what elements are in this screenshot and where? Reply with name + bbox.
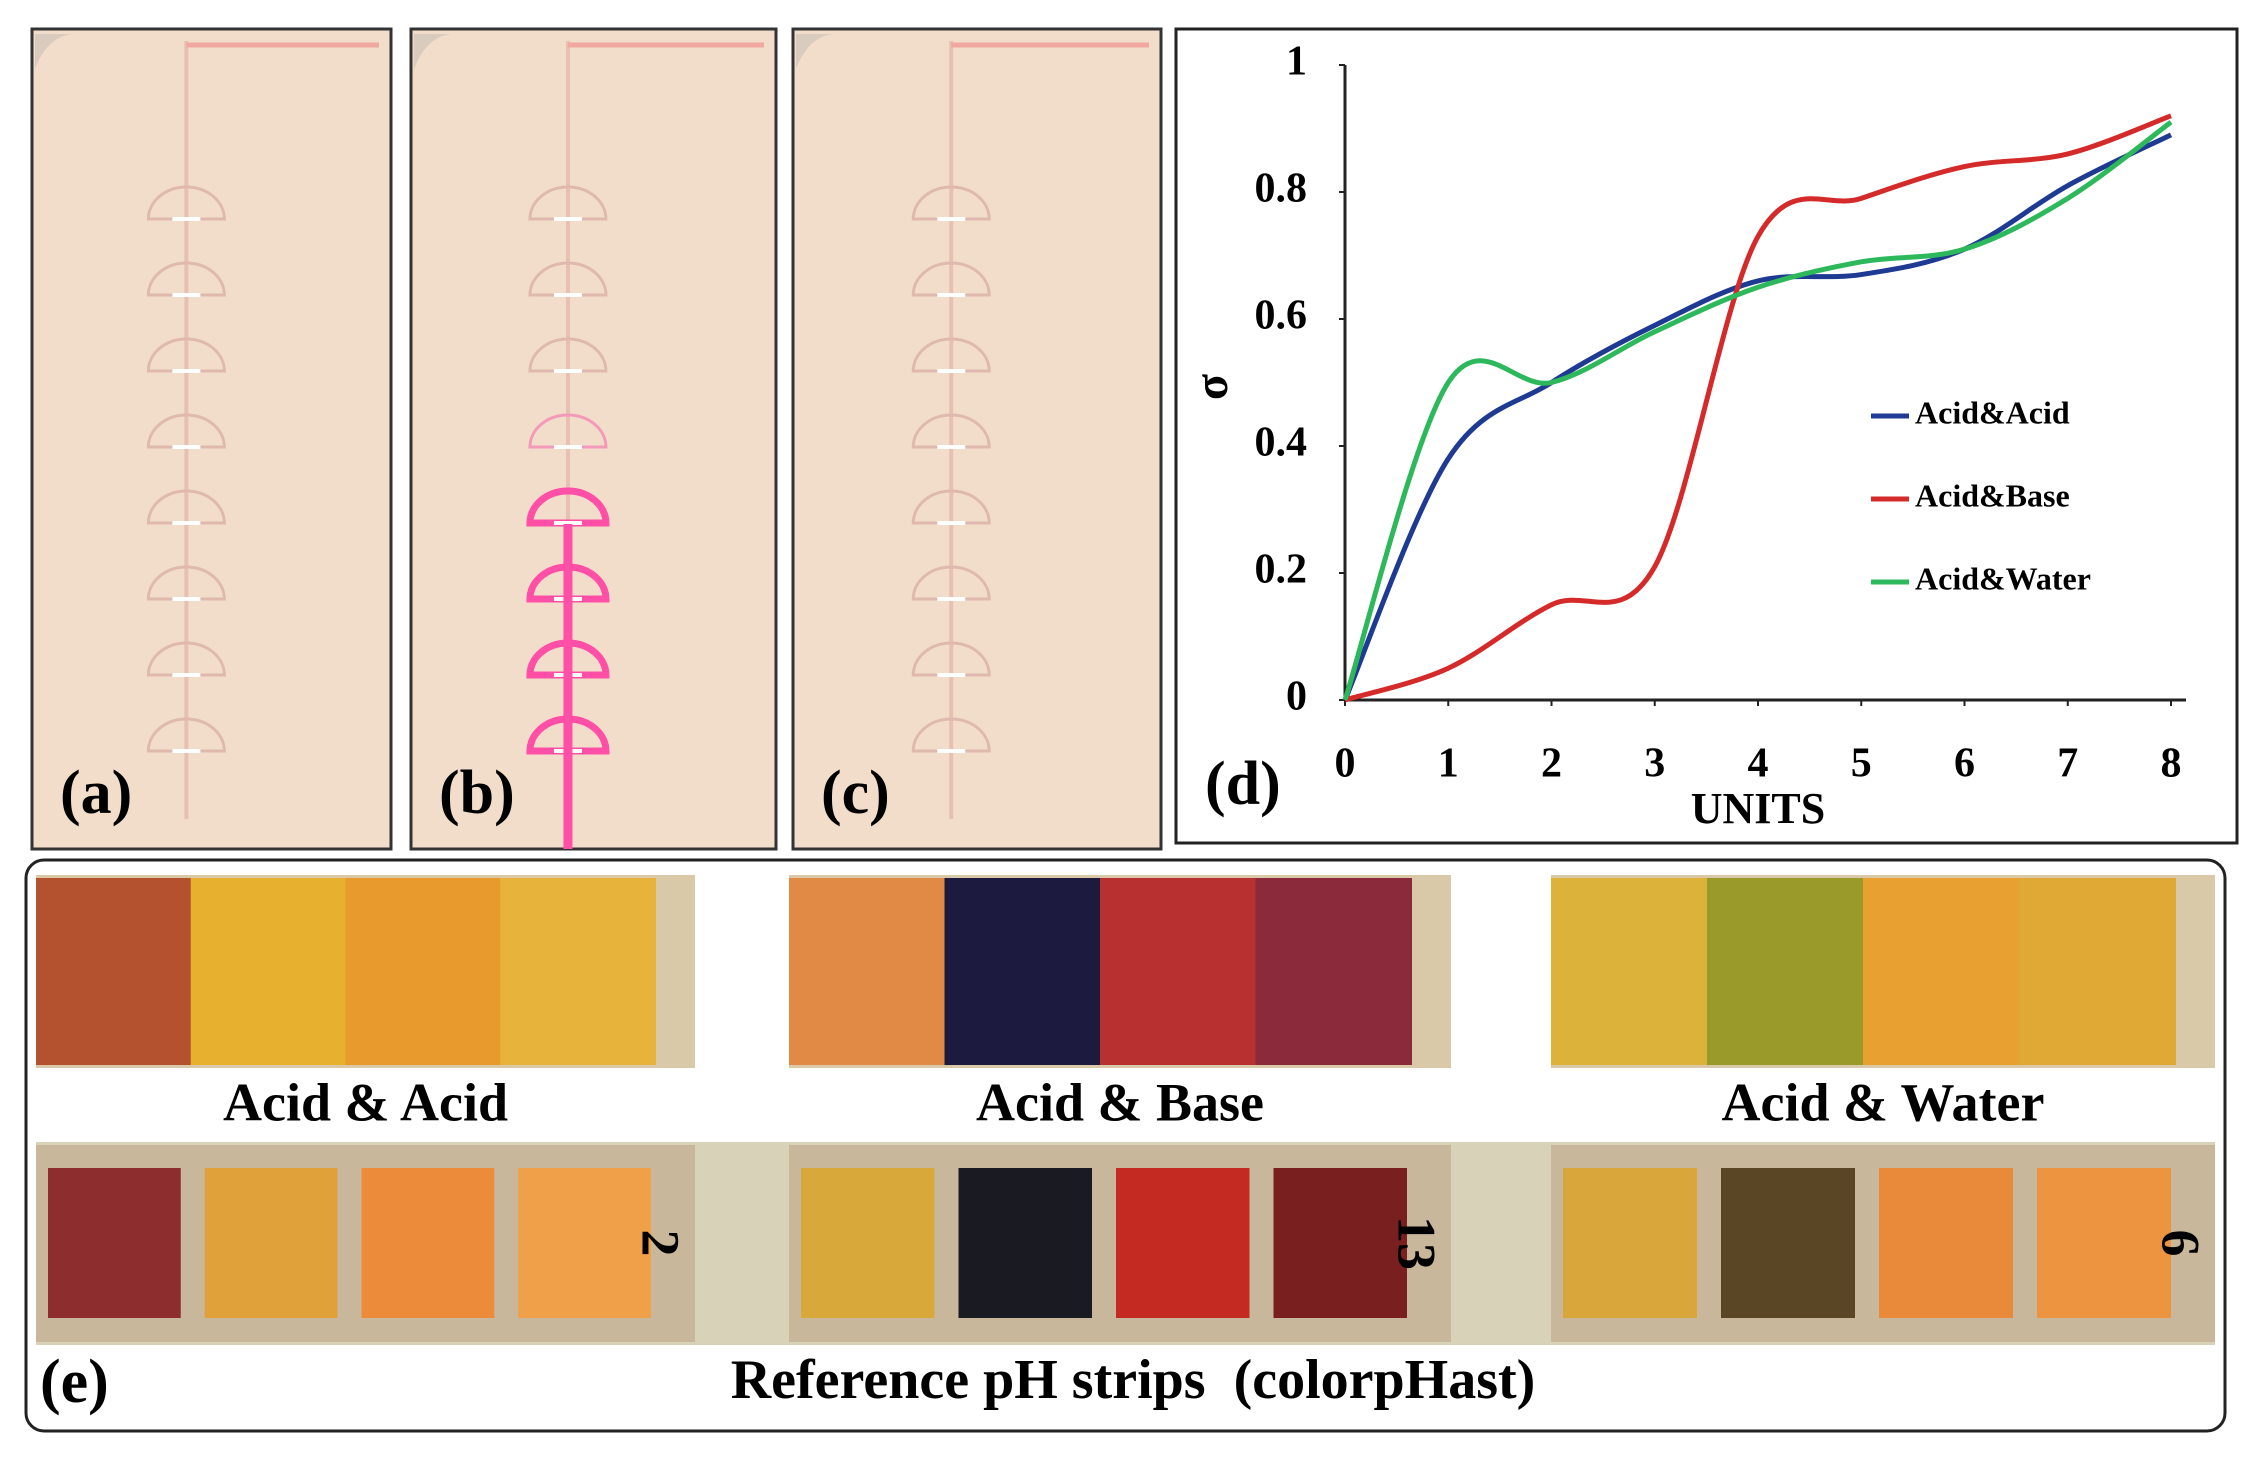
y-tick-label: 0.6 xyxy=(1255,293,1308,339)
x-tick-label: 8 xyxy=(2161,741,2182,787)
ref-number: 13 xyxy=(1387,1216,1447,1270)
ref-pad xyxy=(2037,1168,2171,1318)
photo-shadow xyxy=(35,34,72,69)
ref-pad xyxy=(1273,1168,1407,1318)
x-tick-label: 7 xyxy=(2057,741,2078,787)
ref-pad xyxy=(518,1168,651,1318)
cell xyxy=(146,185,226,221)
ref-pad xyxy=(1879,1168,2013,1318)
cell xyxy=(146,413,226,449)
y-tick-label: 0 xyxy=(1286,674,1307,720)
y-tick-label: 0.4 xyxy=(1255,420,1308,466)
cell xyxy=(146,717,226,753)
cell xyxy=(911,413,991,449)
strip-pad xyxy=(36,878,192,1065)
ref-pad xyxy=(801,1168,935,1318)
x-tick-label: 5 xyxy=(1851,741,1872,787)
series-line xyxy=(1344,113,2172,703)
y-tick-label: 0.2 xyxy=(1255,547,1308,593)
legend-label: Acid&Acid xyxy=(1915,394,2070,430)
photo-shadow xyxy=(414,34,451,69)
x-axis-label: UNITS xyxy=(1691,784,1826,833)
x-tick-label: 1 xyxy=(1438,741,1459,787)
cell xyxy=(911,261,991,297)
panel-label: (c) xyxy=(821,759,890,827)
cell xyxy=(146,337,226,373)
ref-number: 6 xyxy=(2151,1230,2211,1257)
legend-label: Acid&Water xyxy=(1915,560,2091,596)
strip-pad xyxy=(1863,878,2020,1065)
strip-pad xyxy=(190,878,347,1065)
cell xyxy=(526,487,610,527)
strip-pad xyxy=(345,878,502,1065)
ref-pad xyxy=(1721,1168,1855,1318)
legend-label: Acid&Base xyxy=(1915,477,2070,513)
ref-pad xyxy=(204,1168,338,1318)
strip-pad xyxy=(500,878,656,1065)
panel-label: (e) xyxy=(40,1348,109,1416)
x-tick-label: 6 xyxy=(1954,741,1975,787)
cell xyxy=(911,641,991,677)
strip-pad xyxy=(2019,878,2176,1065)
ref-pad xyxy=(361,1168,495,1318)
strip-name: Acid & Base xyxy=(976,1072,1264,1132)
panel-label: (a) xyxy=(60,759,132,827)
cell xyxy=(528,337,608,373)
cell xyxy=(911,565,991,601)
ref-pad xyxy=(48,1168,181,1318)
cell xyxy=(911,489,991,525)
ref-number: 2 xyxy=(631,1230,691,1257)
strip-pad xyxy=(944,878,1101,1065)
x-tick-label: 4 xyxy=(1748,741,1769,787)
cell xyxy=(911,717,991,753)
cell xyxy=(911,337,991,373)
series-line xyxy=(1342,120,2173,701)
strip-pad xyxy=(1255,878,1412,1065)
ref-pad xyxy=(958,1168,1092,1318)
strip-name: Acid & Acid xyxy=(223,1072,508,1132)
chart-frame xyxy=(1174,27,2239,845)
strip-pad xyxy=(1707,878,1864,1065)
cell xyxy=(528,261,608,297)
photo-shadow xyxy=(796,34,833,69)
ref-pad xyxy=(1563,1168,1697,1318)
y-axis-label: σ xyxy=(1185,374,1238,400)
y-tick-label: 0.8 xyxy=(1255,166,1308,212)
x-tick-label: 0 xyxy=(1335,741,1356,787)
strips-caption: Reference pH strips (colorpHast) xyxy=(731,1349,1536,1411)
x-tick-label: 3 xyxy=(1644,741,1665,787)
chart-label: (d) xyxy=(1205,750,1281,818)
panel-label: (b) xyxy=(439,759,515,827)
strip-pad xyxy=(1100,878,1257,1065)
cell xyxy=(528,185,608,221)
cell xyxy=(146,641,226,677)
strip-pad xyxy=(789,878,946,1065)
ref-pad xyxy=(1116,1168,1250,1318)
photo-panel xyxy=(30,27,393,851)
cell xyxy=(146,565,226,601)
strip-name: Acid & Water xyxy=(1722,1072,2045,1132)
photo-panel xyxy=(409,27,778,851)
strip-pad xyxy=(1551,878,1708,1065)
x-tick-label: 2 xyxy=(1541,741,1562,787)
cell xyxy=(911,185,991,221)
photo-panel xyxy=(791,27,1163,851)
y-tick-label: 1 xyxy=(1286,39,1307,85)
cell xyxy=(528,413,608,449)
cell xyxy=(146,261,226,297)
cell xyxy=(146,489,226,525)
